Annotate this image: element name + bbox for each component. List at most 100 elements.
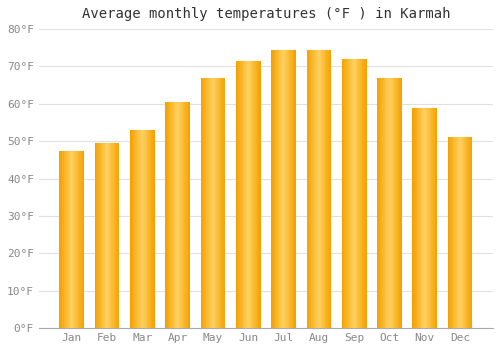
Bar <box>400 78 401 328</box>
Bar <box>76 150 78 328</box>
Bar <box>82 150 84 328</box>
Bar <box>418 107 419 328</box>
Bar <box>244 61 245 328</box>
Bar <box>94 143 96 328</box>
Bar <box>143 130 144 328</box>
Bar <box>67 150 68 328</box>
Bar <box>342 59 344 328</box>
Bar <box>140 130 141 328</box>
Bar <box>292 50 294 328</box>
Bar <box>361 59 362 328</box>
Bar <box>364 59 365 328</box>
Bar <box>390 78 391 328</box>
Bar <box>448 138 450 328</box>
Bar <box>288 50 290 328</box>
Bar <box>383 78 384 328</box>
Bar <box>470 138 471 328</box>
Bar <box>168 102 170 328</box>
Bar <box>74 150 75 328</box>
Bar <box>386 78 387 328</box>
Bar <box>110 143 111 328</box>
Bar <box>323 50 324 328</box>
Bar <box>106 143 107 328</box>
Bar <box>223 78 224 328</box>
Bar <box>202 78 203 328</box>
Bar <box>318 50 319 328</box>
Bar <box>107 143 108 328</box>
Bar <box>255 61 256 328</box>
Bar <box>102 143 103 328</box>
Bar <box>62 150 64 328</box>
Bar <box>464 138 465 328</box>
Bar <box>210 78 212 328</box>
Bar <box>397 78 398 328</box>
Bar <box>344 59 345 328</box>
Bar <box>178 102 180 328</box>
Bar <box>308 50 309 328</box>
Bar <box>116 143 117 328</box>
Bar <box>426 107 427 328</box>
Bar <box>316 50 317 328</box>
Bar <box>187 102 188 328</box>
Bar <box>461 138 462 328</box>
Bar <box>306 50 308 328</box>
Bar <box>459 138 460 328</box>
Bar <box>97 143 98 328</box>
Bar <box>322 50 323 328</box>
Bar <box>362 59 363 328</box>
Bar <box>381 78 382 328</box>
Bar <box>350 59 351 328</box>
Bar <box>239 61 240 328</box>
Bar <box>66 150 67 328</box>
Bar <box>345 59 346 328</box>
Bar <box>286 50 287 328</box>
Bar <box>68 150 70 328</box>
Bar <box>209 78 210 328</box>
Bar <box>284 50 285 328</box>
Bar <box>170 102 171 328</box>
Bar <box>98 143 99 328</box>
Bar <box>65 150 66 328</box>
Bar <box>252 61 253 328</box>
Bar <box>237 61 238 328</box>
Bar <box>148 130 149 328</box>
Bar <box>430 107 432 328</box>
Bar <box>60 150 61 328</box>
Bar <box>468 138 469 328</box>
Bar <box>141 130 142 328</box>
Bar <box>219 78 220 328</box>
Bar <box>240 61 241 328</box>
Bar <box>456 138 457 328</box>
Bar <box>150 130 152 328</box>
Bar <box>395 78 396 328</box>
Bar <box>274 50 276 328</box>
Bar <box>71 150 72 328</box>
Bar <box>291 50 292 328</box>
Bar <box>315 50 316 328</box>
Bar <box>221 78 222 328</box>
Bar <box>203 78 204 328</box>
Bar <box>248 61 249 328</box>
Bar <box>208 78 209 328</box>
Bar <box>396 78 397 328</box>
Bar <box>432 107 433 328</box>
Bar <box>104 143 106 328</box>
Bar <box>222 78 223 328</box>
Bar <box>415 107 416 328</box>
Bar <box>61 150 62 328</box>
Bar <box>328 50 329 328</box>
Bar <box>99 143 100 328</box>
Bar <box>118 143 120 328</box>
Bar <box>238 61 239 328</box>
Bar <box>256 61 258 328</box>
Bar <box>153 130 154 328</box>
Bar <box>283 50 284 328</box>
Bar <box>377 78 378 328</box>
Bar <box>326 50 327 328</box>
Bar <box>184 102 185 328</box>
Bar <box>204 78 205 328</box>
Bar <box>317 50 318 328</box>
Bar <box>454 138 455 328</box>
Bar <box>365 59 366 328</box>
Bar <box>423 107 424 328</box>
